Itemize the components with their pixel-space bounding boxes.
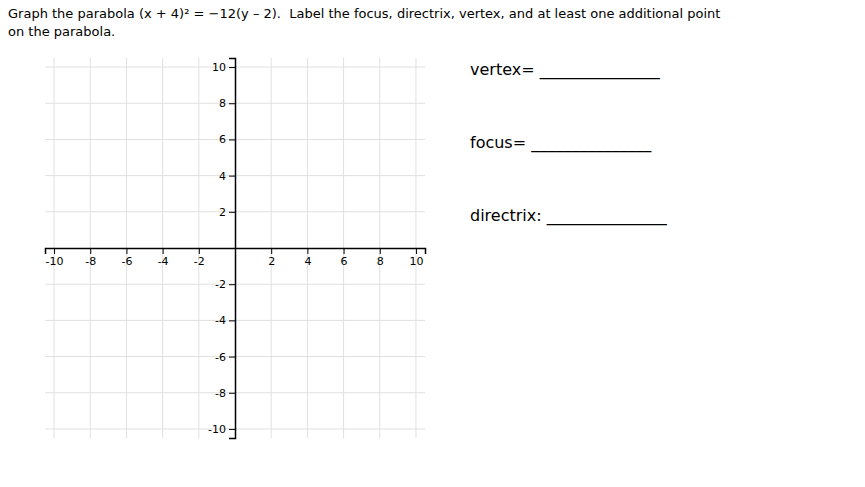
x-tick-label: -2 [194,255,205,268]
x-tick: -4 [158,248,169,268]
plot-area [45,58,425,438]
x-tick-mark [163,248,164,254]
x-tick-mark [271,248,272,254]
y-tick-label: -10 [208,423,226,436]
y-axis: -10 -8 -6 -4 -2 2 4 6 8 10 [208,59,235,439]
y-axis-line [229,59,236,439]
x-tick-mark [307,248,308,254]
y-tick-label: 4 [219,170,226,183]
x-tick-label: -8 [85,255,96,268]
y-tick: -4 [215,314,235,327]
x-tick: -8 [85,248,96,268]
x-tick: -6 [121,248,132,268]
title: Graph the parabola (x + 4)² = −12(y – 2)… [8,6,720,39]
y-tick-label: 6 [219,133,226,146]
y-tick: 4 [219,170,235,183]
y-tick-label: -6 [215,351,226,364]
x-tick-label: 4 [304,255,311,268]
y-tick-mark [229,176,235,177]
y-tick-mark [229,393,235,394]
x-tick-label: -10 [46,255,64,268]
y-tick-label: 8 [219,97,226,110]
y-tick-label: -8 [215,387,226,400]
y-tick-mark [229,212,235,213]
x-tick-mark [90,248,91,254]
x-tick-label: -4 [158,255,169,268]
y-tick-label: -2 [215,278,226,291]
x-tick-mark [199,248,200,254]
title-line: Graph the parabola (x + 4)² = −12(y – 2)… [8,6,720,21]
y-tick: 6 [219,133,235,146]
y-tick-mark [229,139,235,140]
y-tick: -10 [208,423,235,436]
y-tick-label: 2 [219,206,226,219]
x-tick-mark [416,248,417,254]
y-tick-label: 10 [212,61,226,74]
y-tick-mark [229,103,235,104]
y-tick: -2 [215,278,235,291]
x-tick-label: 2 [268,255,275,268]
annotation: focus= _______________ [470,133,652,153]
x-tick: 4 [304,248,311,268]
annotation: vertex= _______________ [470,60,661,80]
y-tick: 10 [212,61,235,74]
y-tick-mark [229,320,235,321]
x-tick-label: 10 [409,255,423,268]
x-tick: 8 [377,248,384,268]
y-tick-mark [229,429,235,430]
x-tick-mark [344,248,345,254]
x-tick: -10 [46,248,64,268]
title-line: on the parabola. [8,24,115,39]
y-tick: 8 [219,97,235,110]
chart: Graph the parabola (x + 4)² = −12(y – 2)… [0,0,865,487]
annotation: directrix: _______________ [470,206,668,226]
x-tick: -2 [194,248,205,268]
x-tick-mark [54,248,55,254]
x-tick-mark [126,248,127,254]
annotations: vertex= _______________ focus= __________… [470,60,668,226]
y-tick-mark [229,67,235,68]
x-tick: 10 [409,248,423,268]
y-tick-label: -4 [215,314,226,327]
y-tick-mark [229,357,235,358]
x-tick: 6 [341,248,348,268]
y-tick: -6 [215,351,235,364]
y-tick: 2 [219,206,235,219]
y-tick: -8 [215,387,235,400]
y-tick-mark [229,284,235,285]
x-tick-mark [380,248,381,254]
x-tick-label: 8 [377,255,384,268]
x-tick-label: -6 [121,255,132,268]
x-tick: 2 [268,248,275,268]
x-tick-label: 6 [341,255,348,268]
